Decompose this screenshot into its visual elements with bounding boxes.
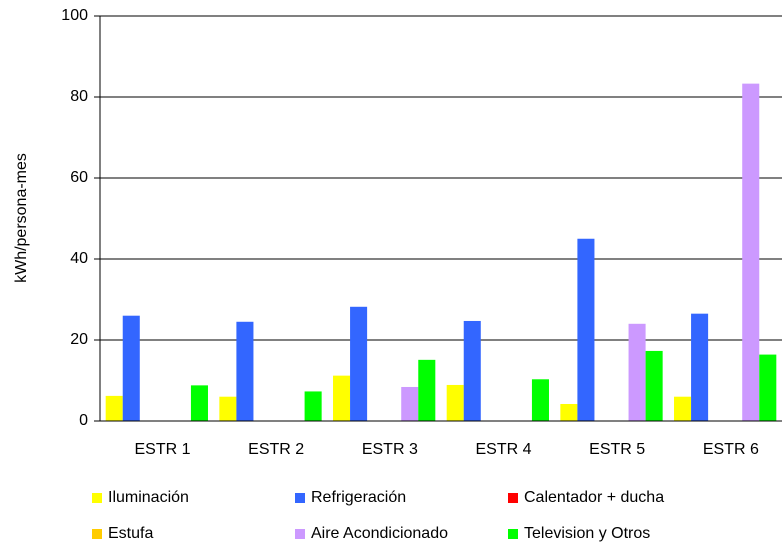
y-tick-label: 0 xyxy=(79,412,88,429)
legend-swatch xyxy=(295,529,305,539)
legend-label: Television y Otros xyxy=(524,525,650,542)
bar xyxy=(219,396,237,421)
y-tick-label: 60 xyxy=(70,169,88,186)
bar xyxy=(190,385,208,421)
legend-label: Iluminación xyxy=(108,489,189,506)
x-tick-label: ESTR 1 xyxy=(135,441,191,458)
bar xyxy=(645,350,663,421)
x-tick-label: ESTR 4 xyxy=(476,441,532,458)
bar xyxy=(350,306,368,421)
bar xyxy=(333,375,351,421)
legend-swatch xyxy=(92,493,102,503)
bar xyxy=(742,83,760,421)
legend-label: Refrigeración xyxy=(311,489,406,506)
x-tick-label: ESTR 6 xyxy=(703,441,759,458)
legend-swatch xyxy=(92,529,102,539)
y-tick-label: 40 xyxy=(70,250,88,267)
bar xyxy=(463,320,481,421)
bar xyxy=(577,238,595,421)
bar xyxy=(531,379,549,421)
y-tick-label: 80 xyxy=(70,88,88,105)
legend-swatch xyxy=(508,529,518,539)
y-tick-label: 20 xyxy=(70,331,88,348)
bar xyxy=(122,315,140,421)
x-tick-label: ESTR 2 xyxy=(248,441,304,458)
bar xyxy=(759,354,777,421)
legend-swatch xyxy=(295,493,305,503)
bar xyxy=(446,384,464,421)
legend-label: Calentador + ducha xyxy=(524,489,664,506)
legend-label: Aire Acondicionado xyxy=(311,525,448,542)
legend-swatch xyxy=(508,493,518,503)
bar xyxy=(418,359,436,421)
bar xyxy=(691,313,709,421)
legend-label: Estufa xyxy=(108,525,153,542)
bar xyxy=(304,391,322,421)
y-tick-label: 100 xyxy=(61,7,88,24)
bar xyxy=(236,321,254,421)
bar xyxy=(401,386,419,421)
bar xyxy=(560,403,578,421)
bar xyxy=(674,396,692,421)
x-tick-label: ESTR 3 xyxy=(362,441,418,458)
x-tick-label: ESTR 5 xyxy=(589,441,645,458)
bar xyxy=(628,323,646,421)
y-axis-label: kWh/persona-mes xyxy=(13,153,30,283)
bar xyxy=(105,395,123,421)
